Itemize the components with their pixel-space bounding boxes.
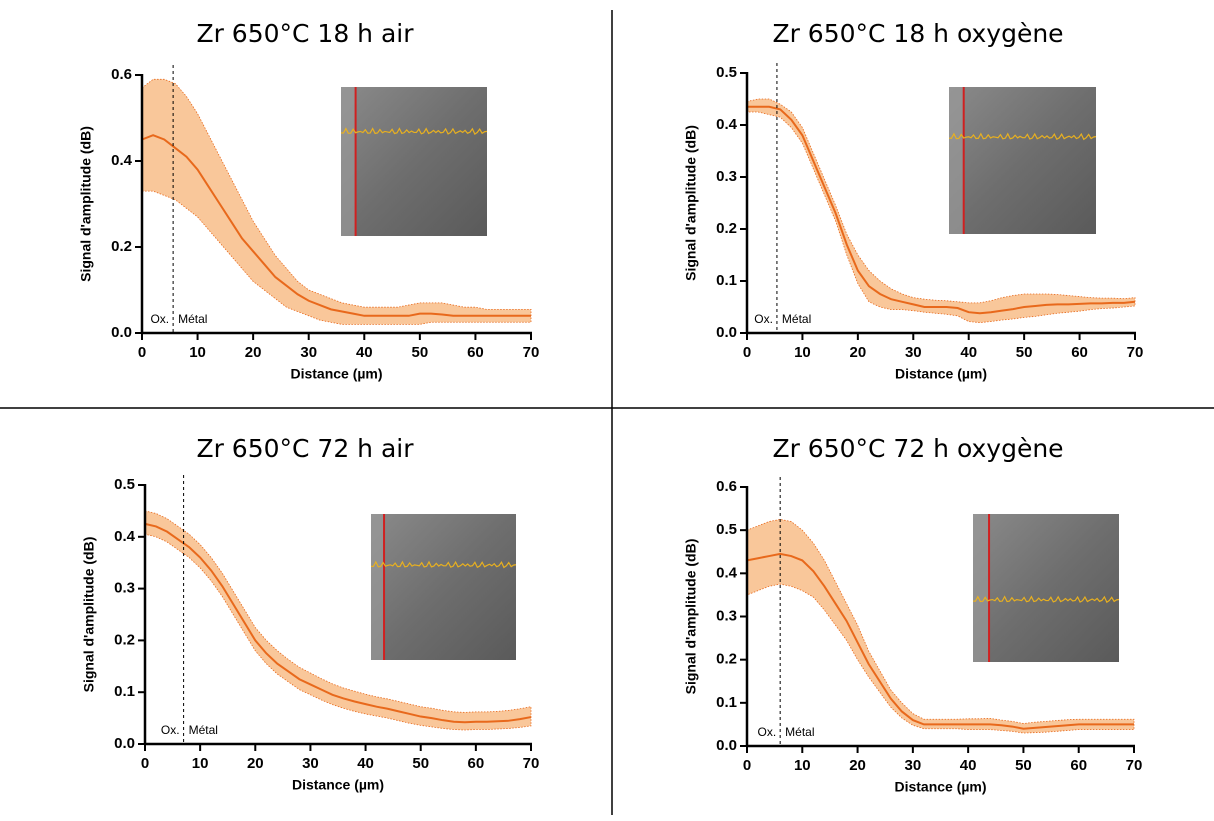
- y-axis-label: Signal d'amplitude (dB): [683, 125, 699, 281]
- x-tick-label: 0: [138, 344, 146, 361]
- mean-line: [141, 134, 531, 317]
- y-tick-label: 0.3: [716, 168, 737, 185]
- y-tick-label: 0.5: [716, 64, 737, 81]
- afm-oxide: [973, 514, 990, 662]
- x-tick-label: 10: [794, 344, 811, 361]
- x-tick-label: 40: [960, 757, 977, 774]
- x-tick-label: 30: [905, 757, 922, 774]
- x-tick-label: 0: [141, 755, 149, 772]
- y-tick-label: 0.4: [716, 564, 738, 581]
- y-tick-label: 0.4: [114, 528, 136, 545]
- afm-image: [949, 87, 1096, 234]
- x-tick-label: 30: [300, 344, 317, 361]
- y-tick-label: 0.6: [716, 478, 737, 495]
- x-tick-label: 0: [743, 344, 751, 361]
- mean-line: [746, 552, 1134, 730]
- x-tick-label: 60: [1071, 344, 1088, 361]
- y-tick-label: 0.1: [716, 272, 737, 289]
- y-tick-label: 0.2: [111, 238, 132, 255]
- y-tick-label: 0.0: [114, 735, 135, 752]
- mean-line: [747, 105, 1136, 315]
- y-axis-label: Signal d'amplitude (dB): [81, 537, 97, 693]
- y-tick-label: 0.4: [716, 116, 738, 133]
- x-tick-label: 60: [467, 344, 484, 361]
- x-tick-label: 30: [302, 755, 319, 772]
- annotation: Métal: [189, 723, 218, 737]
- afm-oxide: [949, 87, 964, 234]
- y-tick-label: 0.2: [716, 220, 737, 237]
- y-tick-label: 0.1: [114, 683, 135, 700]
- y-tick-label: 0.0: [716, 324, 737, 341]
- x-tick-label: 10: [794, 757, 811, 774]
- x-tick-label: 40: [960, 344, 977, 361]
- x-tick-label: 50: [1016, 344, 1033, 361]
- x-tick-label: 60: [1070, 757, 1087, 774]
- x-axis-label: Distance (µm): [895, 366, 987, 382]
- chart-title: Zr 650°C 72 h oxygène: [772, 434, 1063, 463]
- x-tick-label: 20: [850, 344, 867, 361]
- annotation: Ox.: [161, 723, 180, 737]
- annotation: Métal: [178, 312, 207, 326]
- y-tick-label: 0.3: [114, 580, 135, 597]
- afm-profile: [948, 132, 1097, 141]
- y-axis-label: Signal d'amplitude (dB): [78, 126, 94, 282]
- x-tick-label: 50: [412, 344, 429, 361]
- x-axis-label: Distance (µm): [290, 366, 382, 382]
- y-tick-label: 0.2: [114, 631, 135, 648]
- x-tick-label: 70: [523, 755, 540, 772]
- x-tick-label: 60: [468, 755, 485, 772]
- annotation: Métal: [782, 312, 811, 326]
- afm-oxide: [371, 514, 385, 660]
- y-tick-label: 0.4: [111, 152, 133, 169]
- afm-image: [973, 514, 1119, 662]
- afm-profile: [370, 560, 517, 569]
- x-tick-label: 70: [1127, 344, 1144, 361]
- x-tick-label: 40: [356, 344, 373, 361]
- afm-profile: [972, 595, 1120, 604]
- annotation: Métal: [785, 725, 814, 739]
- error-band: [746, 98, 1136, 324]
- x-tick-label: 20: [245, 344, 262, 361]
- x-tick-label: 20: [849, 757, 866, 774]
- afm-oxide: [341, 87, 356, 236]
- x-tick-label: 20: [247, 755, 264, 772]
- afm-profile: [340, 127, 488, 135]
- y-tick-label: 0.1: [716, 694, 737, 711]
- x-tick-label: 70: [1126, 757, 1143, 774]
- x-tick-label: 50: [412, 755, 429, 772]
- y-tick-label: 0.0: [111, 324, 132, 341]
- y-tick-label: 0.3: [716, 607, 737, 624]
- y-tick-label: 0.5: [716, 521, 737, 538]
- annotation: Ox.: [757, 725, 776, 739]
- x-axis-label: Distance (µm): [292, 777, 384, 793]
- mean-line: [144, 522, 532, 724]
- y-tick-label: 0.6: [111, 66, 132, 83]
- afm-image: [341, 87, 487, 236]
- x-tick-label: 10: [189, 344, 206, 361]
- x-tick-label: 30: [905, 344, 922, 361]
- annotation: Ox.: [150, 312, 169, 326]
- y-tick-label: 0.5: [114, 476, 135, 493]
- chart-title: Zr 650°C 18 h oxygène: [772, 19, 1063, 48]
- error-band: [144, 510, 532, 731]
- error-band: [141, 78, 532, 325]
- x-tick-label: 10: [192, 755, 209, 772]
- y-tick-label: 0.0: [716, 737, 737, 754]
- x-tick-label: 70: [523, 344, 540, 361]
- x-axis-label: Distance (µm): [894, 779, 986, 795]
- chart-title: Zr 650°C 72 h air: [196, 434, 414, 463]
- afm-image: [371, 514, 516, 660]
- x-tick-label: 50: [1015, 757, 1032, 774]
- x-tick-label: 40: [357, 755, 374, 772]
- error-band: [746, 518, 1135, 734]
- x-tick-label: 0: [743, 757, 751, 774]
- y-axis-label: Signal d'amplitude (dB): [683, 539, 699, 695]
- chart-title: Zr 650°C 18 h air: [196, 19, 414, 48]
- y-tick-label: 0.2: [716, 651, 737, 668]
- annotation: Ox.: [754, 312, 773, 326]
